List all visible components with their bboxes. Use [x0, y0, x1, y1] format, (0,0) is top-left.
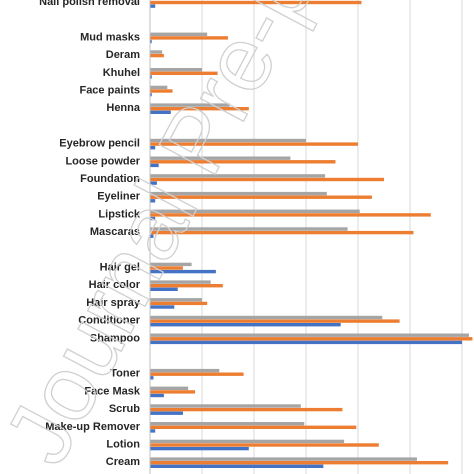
bar-series-3: [150, 227, 348, 231]
category-label: Face paints: [79, 85, 140, 97]
bar-series-3: [150, 262, 192, 267]
bar-series-2: [150, 319, 400, 323]
bar-series-2: [150, 301, 208, 306]
bar-series-1: [150, 216, 156, 221]
bar-series-3: [150, 209, 360, 213]
bar-series-1: [150, 340, 462, 345]
bar-series-2: [150, 230, 414, 235]
bar-series-2: [150, 337, 473, 341]
bar-series-3: [150, 32, 208, 36]
bar-series-2: [150, 213, 431, 217]
bar-series-2: [150, 177, 384, 182]
bar-series-2: [150, 36, 228, 40]
bar-series-3: [150, 103, 230, 107]
bar-series-1: [150, 4, 156, 8]
category-label: Lotion: [106, 439, 140, 451]
bar-series-2: [150, 461, 449, 465]
bars: [150, 0, 473, 468]
category-label: Make-up Remover: [45, 421, 140, 433]
bar-series-2: [150, 425, 357, 429]
bar-series-3: [150, 368, 220, 373]
bar-series-2: [150, 142, 358, 146]
bar-series-2: [150, 390, 196, 394]
bar-series-1: [150, 199, 156, 203]
category-label: Conditioner: [78, 315, 140, 327]
bar-series-3: [150, 191, 327, 196]
bar-series-3: [150, 422, 305, 426]
bar-series-3: [150, 68, 202, 72]
bar-series-1: [150, 464, 324, 468]
bar-series-2: [150, 53, 164, 58]
bar-series-1: [150, 92, 152, 97]
bar-series-3: [150, 315, 383, 320]
bar-series-1: [150, 75, 152, 79]
bar-series-2: [150, 160, 336, 164]
category-label: Mud masks: [80, 31, 140, 43]
bar-series-1: [150, 323, 341, 327]
category-label: Khuhel: [103, 67, 140, 79]
bar-series-2: [150, 89, 173, 93]
category-label: Face Mask: [84, 385, 141, 397]
bar-series-1: [150, 429, 156, 433]
bar-series-1: [150, 146, 156, 150]
bar-series-1: [150, 234, 154, 238]
bar-series-2: [150, 107, 249, 111]
bar-series-1: [150, 287, 178, 291]
bar-series-3: [150, 404, 301, 408]
bar-series-3: [150, 280, 211, 284]
category-label: Scrub: [109, 403, 140, 415]
bar-series-1: [150, 376, 154, 380]
category-label: Cream: [106, 456, 140, 468]
category-label: Shampoo: [90, 332, 140, 344]
bar-series-1: [150, 269, 216, 274]
category-label: Foundation: [80, 173, 140, 185]
bar-series-2: [150, 407, 343, 412]
category-label: Eyebrow pencil: [59, 138, 140, 150]
bar-series-1: [150, 110, 171, 114]
bar-series-1: [150, 393, 164, 398]
bar-series-3: [150, 333, 469, 337]
bar-series-3: [150, 156, 291, 160]
bar-series-3: [150, 174, 326, 178]
bar-series-3: [150, 85, 168, 90]
category-label: Eyeliner: [97, 191, 141, 203]
bar-series-1: [150, 181, 157, 185]
bar-series-2: [150, 71, 218, 75]
bar-series-2: [150, 372, 244, 376]
bar-series-3: [150, 138, 306, 143]
bar-series-3: [150, 386, 189, 390]
bar-series-1: [150, 163, 159, 168]
bar-series-1: [150, 411, 183, 415]
category-label: Mascaras: [90, 226, 140, 238]
category-label: Henna: [106, 102, 141, 114]
bar-series-2: [150, 195, 372, 199]
bar-series-3: [150, 50, 163, 54]
bar-series-1: [150, 446, 249, 451]
category-label: Nail polish removal: [39, 0, 140, 8]
bar-series-3: [150, 298, 202, 302]
gridlines: [201, 0, 463, 474]
bar-series-2: [150, 284, 223, 288]
category-label: Hair spray: [86, 297, 141, 309]
category-label: Hair color: [89, 279, 141, 291]
category-label: Deram: [106, 49, 140, 61]
bar-series-3: [150, 457, 417, 461]
bar-series-2: [150, 266, 183, 270]
category-label: Toner: [110, 368, 140, 380]
bar-series-1: [150, 305, 175, 309]
category-label: Loose powder: [65, 155, 140, 167]
bar-series-1: [150, 39, 152, 44]
bar-series-3: [150, 439, 345, 444]
category-label: Lipstick: [98, 208, 140, 220]
bar-series-2: [150, 443, 379, 447]
category-labels: Nail polish removal Mud masks Deram Khuhel F…: [39, 0, 141, 468]
category-label: Hair gel: [100, 262, 140, 274]
bar-series-2: [150, 0, 362, 5]
